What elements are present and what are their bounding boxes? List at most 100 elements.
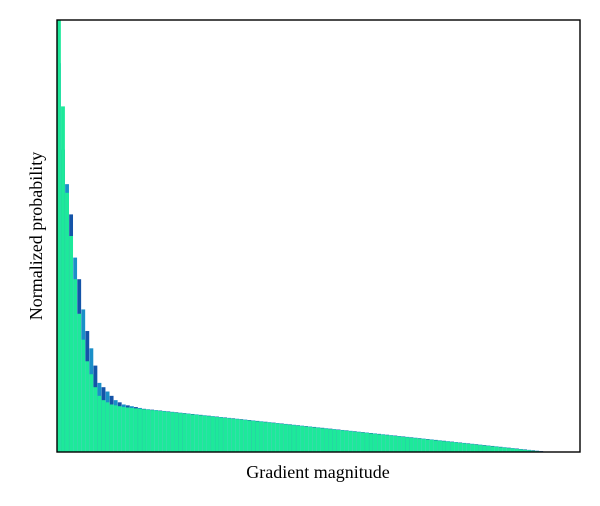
bar-front: [344, 430, 349, 452]
bar-front: [186, 413, 191, 452]
bar-front: [340, 430, 345, 452]
bar-front: [373, 433, 377, 452]
bar-front: [474, 444, 479, 452]
bar-front: [142, 409, 146, 452]
bar-front: [336, 429, 341, 452]
bar-front: [494, 446, 499, 452]
bar-front: [393, 436, 398, 452]
bar-front: [389, 435, 394, 452]
bar-front: [515, 448, 519, 452]
bar-front: [401, 436, 406, 452]
bar-front: [510, 448, 515, 452]
bar-front: [231, 418, 236, 452]
series-front-bars: [57, 20, 544, 453]
bar-front: [81, 339, 86, 452]
bar-front: [442, 441, 446, 452]
bar-front: [316, 427, 321, 452]
bar-front: [324, 428, 329, 452]
bar-front: [300, 426, 305, 452]
bar-front: [194, 414, 199, 452]
bar-front: [279, 423, 284, 452]
bar-front: [454, 442, 459, 452]
bar-front: [320, 428, 325, 452]
bar-front: [446, 441, 450, 452]
bar-front: [462, 443, 467, 452]
bar-front: [450, 442, 455, 452]
bar-front: [502, 447, 507, 452]
series-back-bars: [57, 63, 544, 452]
bar-front: [377, 434, 382, 452]
bar-front: [57, 20, 61, 452]
bar-front: [206, 416, 211, 452]
bar-front: [219, 417, 223, 452]
bar-front: [77, 313, 82, 452]
bar-front: [498, 447, 503, 452]
bar-front: [263, 422, 268, 452]
bar-front: [490, 446, 495, 452]
bar-front: [381, 434, 386, 452]
bar-front: [170, 412, 175, 452]
bar-front: [85, 361, 90, 452]
bar-front: [105, 402, 110, 452]
bar-front: [283, 424, 288, 452]
bar-front: [425, 439, 430, 452]
bar-front: [129, 407, 134, 452]
x-axis-label: Gradient magnitude: [246, 462, 389, 482]
plot-frame: [56, 19, 581, 453]
bar-front: [271, 423, 276, 452]
bar-front: [146, 409, 151, 452]
bar-front: [308, 426, 313, 452]
bar-front: [227, 418, 232, 452]
bar-front: [482, 445, 487, 452]
bar-front: [251, 420, 256, 452]
bar-front: [223, 417, 228, 452]
bar-front: [101, 400, 106, 452]
bar-front: [154, 410, 159, 452]
bar-front: [255, 421, 260, 452]
bar-front: [211, 416, 215, 452]
bar-front: [360, 432, 365, 452]
bar-front: [93, 387, 98, 452]
bar-front: [247, 420, 252, 452]
bar-front: [352, 431, 357, 452]
bar-front: [134, 408, 138, 452]
bar-front: [73, 279, 78, 452]
bar-front: [348, 431, 353, 452]
bar-front: [65, 192, 69, 453]
bar-front: [506, 448, 511, 452]
bar-front: [275, 423, 280, 452]
bar-front: [239, 419, 244, 452]
bar-front: [365, 432, 369, 452]
bar-front: [174, 412, 179, 452]
bar-front: [332, 429, 337, 452]
bar-front: [150, 410, 155, 452]
bar-front: [121, 407, 126, 452]
bar-front: [296, 425, 300, 452]
bar-front: [267, 422, 272, 452]
bar-front: [125, 407, 130, 452]
bar-front: [97, 395, 102, 452]
bar-front: [138, 408, 142, 452]
bar-front: [215, 417, 219, 452]
bar-front: [243, 420, 248, 452]
bar-front: [117, 406, 122, 452]
bar-front: [162, 411, 167, 452]
bar-front: [292, 425, 296, 452]
bar-front: [178, 413, 183, 452]
bar-front: [369, 433, 373, 452]
bar-front: [109, 404, 114, 452]
bar-front: [182, 413, 187, 452]
bar-front: [478, 445, 483, 452]
bar-front: [429, 439, 434, 452]
bar-front: [158, 410, 163, 452]
bar-front: [89, 374, 94, 452]
bar-front: [470, 444, 475, 452]
bar-front: [527, 450, 532, 452]
bar-front: [312, 427, 317, 452]
bar-front: [466, 443, 471, 452]
bar-front: [202, 415, 207, 452]
bar-front: [397, 436, 402, 452]
bar-front: [409, 437, 414, 452]
